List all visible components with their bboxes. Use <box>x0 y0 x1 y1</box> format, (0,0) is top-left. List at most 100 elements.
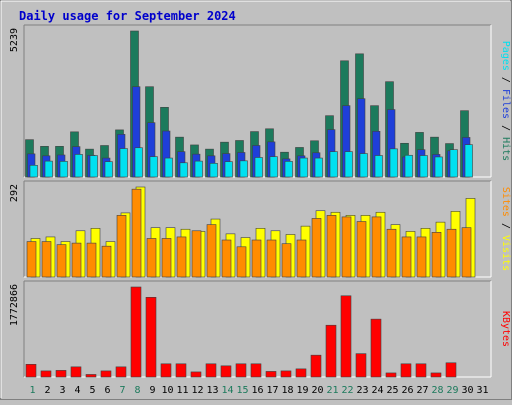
bar-pages-day-18 <box>284 161 293 178</box>
bar-kbytes-day-1 <box>25 364 37 378</box>
panel-max-label: 292 <box>9 184 20 202</box>
bar-sites-day-14 <box>221 239 232 278</box>
x-tick-label-16: 16 <box>251 385 263 396</box>
bar-pages-day-5 <box>89 155 98 178</box>
bar-kbytes-day-14 <box>220 365 232 378</box>
x-tick-label-9: 9 <box>149 385 155 396</box>
bar-pages-day-10 <box>164 157 173 178</box>
axis-label-separator: / <box>500 119 511 137</box>
bar-pages-day-24 <box>374 155 383 178</box>
x-tick-label-17: 17 <box>266 385 278 396</box>
bar-pages-day-21 <box>329 151 338 178</box>
bar-pages-day-15 <box>239 160 248 178</box>
panel-visits-sites: 292 Sites / Visits <box>9 180 511 278</box>
bar-kbytes-day-29 <box>445 362 457 378</box>
x-tick-label-8: 8 <box>134 385 140 396</box>
bar-pages-day-11 <box>179 162 188 178</box>
axis-label-separator: / <box>500 217 511 235</box>
bar-pages-day-3 <box>59 161 68 178</box>
x-tick-label-29: 29 <box>446 385 458 396</box>
x-tick-label-20: 20 <box>311 385 323 396</box>
bar-pages-day-28 <box>434 156 443 178</box>
bar-kbytes-day-22 <box>340 295 352 378</box>
x-tick-label-22: 22 <box>341 385 353 396</box>
x-tick-label-25: 25 <box>386 385 398 396</box>
x-tick-label-6: 6 <box>104 385 110 396</box>
panel-max-label: 5239 <box>9 28 20 52</box>
bar-kbytes-day-13 <box>205 363 217 378</box>
bar-sites-day-26 <box>401 236 412 278</box>
bar-sites-day-13 <box>206 224 217 278</box>
bar-kbytes-day-16 <box>250 363 262 378</box>
bar-pages-day-9 <box>149 156 158 178</box>
bar-sites-day-1 <box>26 241 37 278</box>
bar-kbytes-day-9 <box>145 296 157 378</box>
axis-label-visits: Visits <box>500 235 511 271</box>
bar-sites-day-12 <box>191 230 202 278</box>
panel-hits-files-pages: 5239 Pages / Files / Hits <box>9 24 511 178</box>
axis-label-kbytes: KBytes <box>500 311 511 347</box>
x-tick-label-30: 30 <box>461 385 473 396</box>
x-tick-label-2: 2 <box>44 385 50 396</box>
bar-sites-day-19 <box>296 239 307 278</box>
bar-kbytes-day-19 <box>295 368 307 378</box>
panel-kbytes: 1772866 KBytes <box>9 280 511 378</box>
x-tick-label-28: 28 <box>431 385 443 396</box>
bar-kbytes-day-27 <box>415 363 427 378</box>
x-tick-labels: 1 2 3 4 5 6 7 8 9 10 11 12 13 14 15 16 17 18 19 20 21 22 23 24 2… <box>29 385 488 396</box>
bar-sites-day-16 <box>251 239 262 278</box>
bar-pages-day-6 <box>104 161 113 178</box>
x-tick-label-5: 5 <box>89 385 95 396</box>
bar-pages-day-13 <box>209 163 218 178</box>
x-tick-label-27: 27 <box>416 385 428 396</box>
bar-pages-day-26 <box>404 154 413 178</box>
axis-label-files: Files <box>500 89 511 119</box>
bar-sites-day-10 <box>161 238 172 278</box>
x-tick-label-19: 19 <box>296 385 308 396</box>
bar-sites-day-11 <box>176 236 187 278</box>
axis-label-separator: / <box>500 71 511 89</box>
axis-label-pages: Pages <box>500 41 511 71</box>
bar-kbytes-day-25 <box>385 372 397 378</box>
bar-kbytes-day-26 <box>400 363 412 378</box>
bar-kbytes-day-2 <box>40 370 52 378</box>
bar-pages-day-29 <box>449 149 458 178</box>
x-tick-label-11: 11 <box>176 385 188 396</box>
bar-sites-day-3 <box>56 244 67 278</box>
x-tick-label-26: 26 <box>401 385 413 396</box>
x-tick-label-12: 12 <box>191 385 203 396</box>
axis-label-hits: Hits <box>500 137 511 161</box>
x-tick-label-15: 15 <box>236 385 248 396</box>
bar-sites-day-21 <box>326 215 337 278</box>
x-tick-label-24: 24 <box>371 385 383 396</box>
chart-title: Daily usage for September 2024 <box>19 9 236 23</box>
bar-pages-day-23 <box>359 153 368 178</box>
x-tick-label-14: 14 <box>221 385 233 396</box>
bar-sites-day-22 <box>341 216 352 278</box>
panel-max-label: 1772866 <box>9 284 20 326</box>
bar-pages-day-8 <box>134 147 143 178</box>
panel-axis-labels: Pages / Files / Hits <box>500 41 511 161</box>
bar-pages-day-14 <box>224 161 233 178</box>
bar-kbytes-day-24 <box>370 318 382 378</box>
bar-pages-day-20 <box>314 157 323 178</box>
bar-kbytes-day-12 <box>190 371 202 378</box>
bar-sites-day-17 <box>266 239 277 278</box>
x-tick-label-18: 18 <box>281 385 293 396</box>
bar-kbytes-day-23 <box>355 353 367 378</box>
bar-sites-day-20 <box>311 218 322 278</box>
bar-pages-day-1 <box>29 165 38 178</box>
bar-pages-day-30 <box>464 144 473 178</box>
bar-sites-day-24 <box>371 216 382 278</box>
bar-sites-day-25 <box>386 228 397 278</box>
panel-axis-labels: Sites / Visits <box>500 187 511 271</box>
bar-kbytes-day-5 <box>85 374 97 378</box>
bar-pages-day-22 <box>344 151 353 178</box>
bar-kbytes-day-7 <box>115 366 127 378</box>
bar-pages-day-27 <box>419 155 428 178</box>
bar-pages-day-17 <box>269 156 278 178</box>
bar-kbytes-day-4 <box>70 366 82 378</box>
